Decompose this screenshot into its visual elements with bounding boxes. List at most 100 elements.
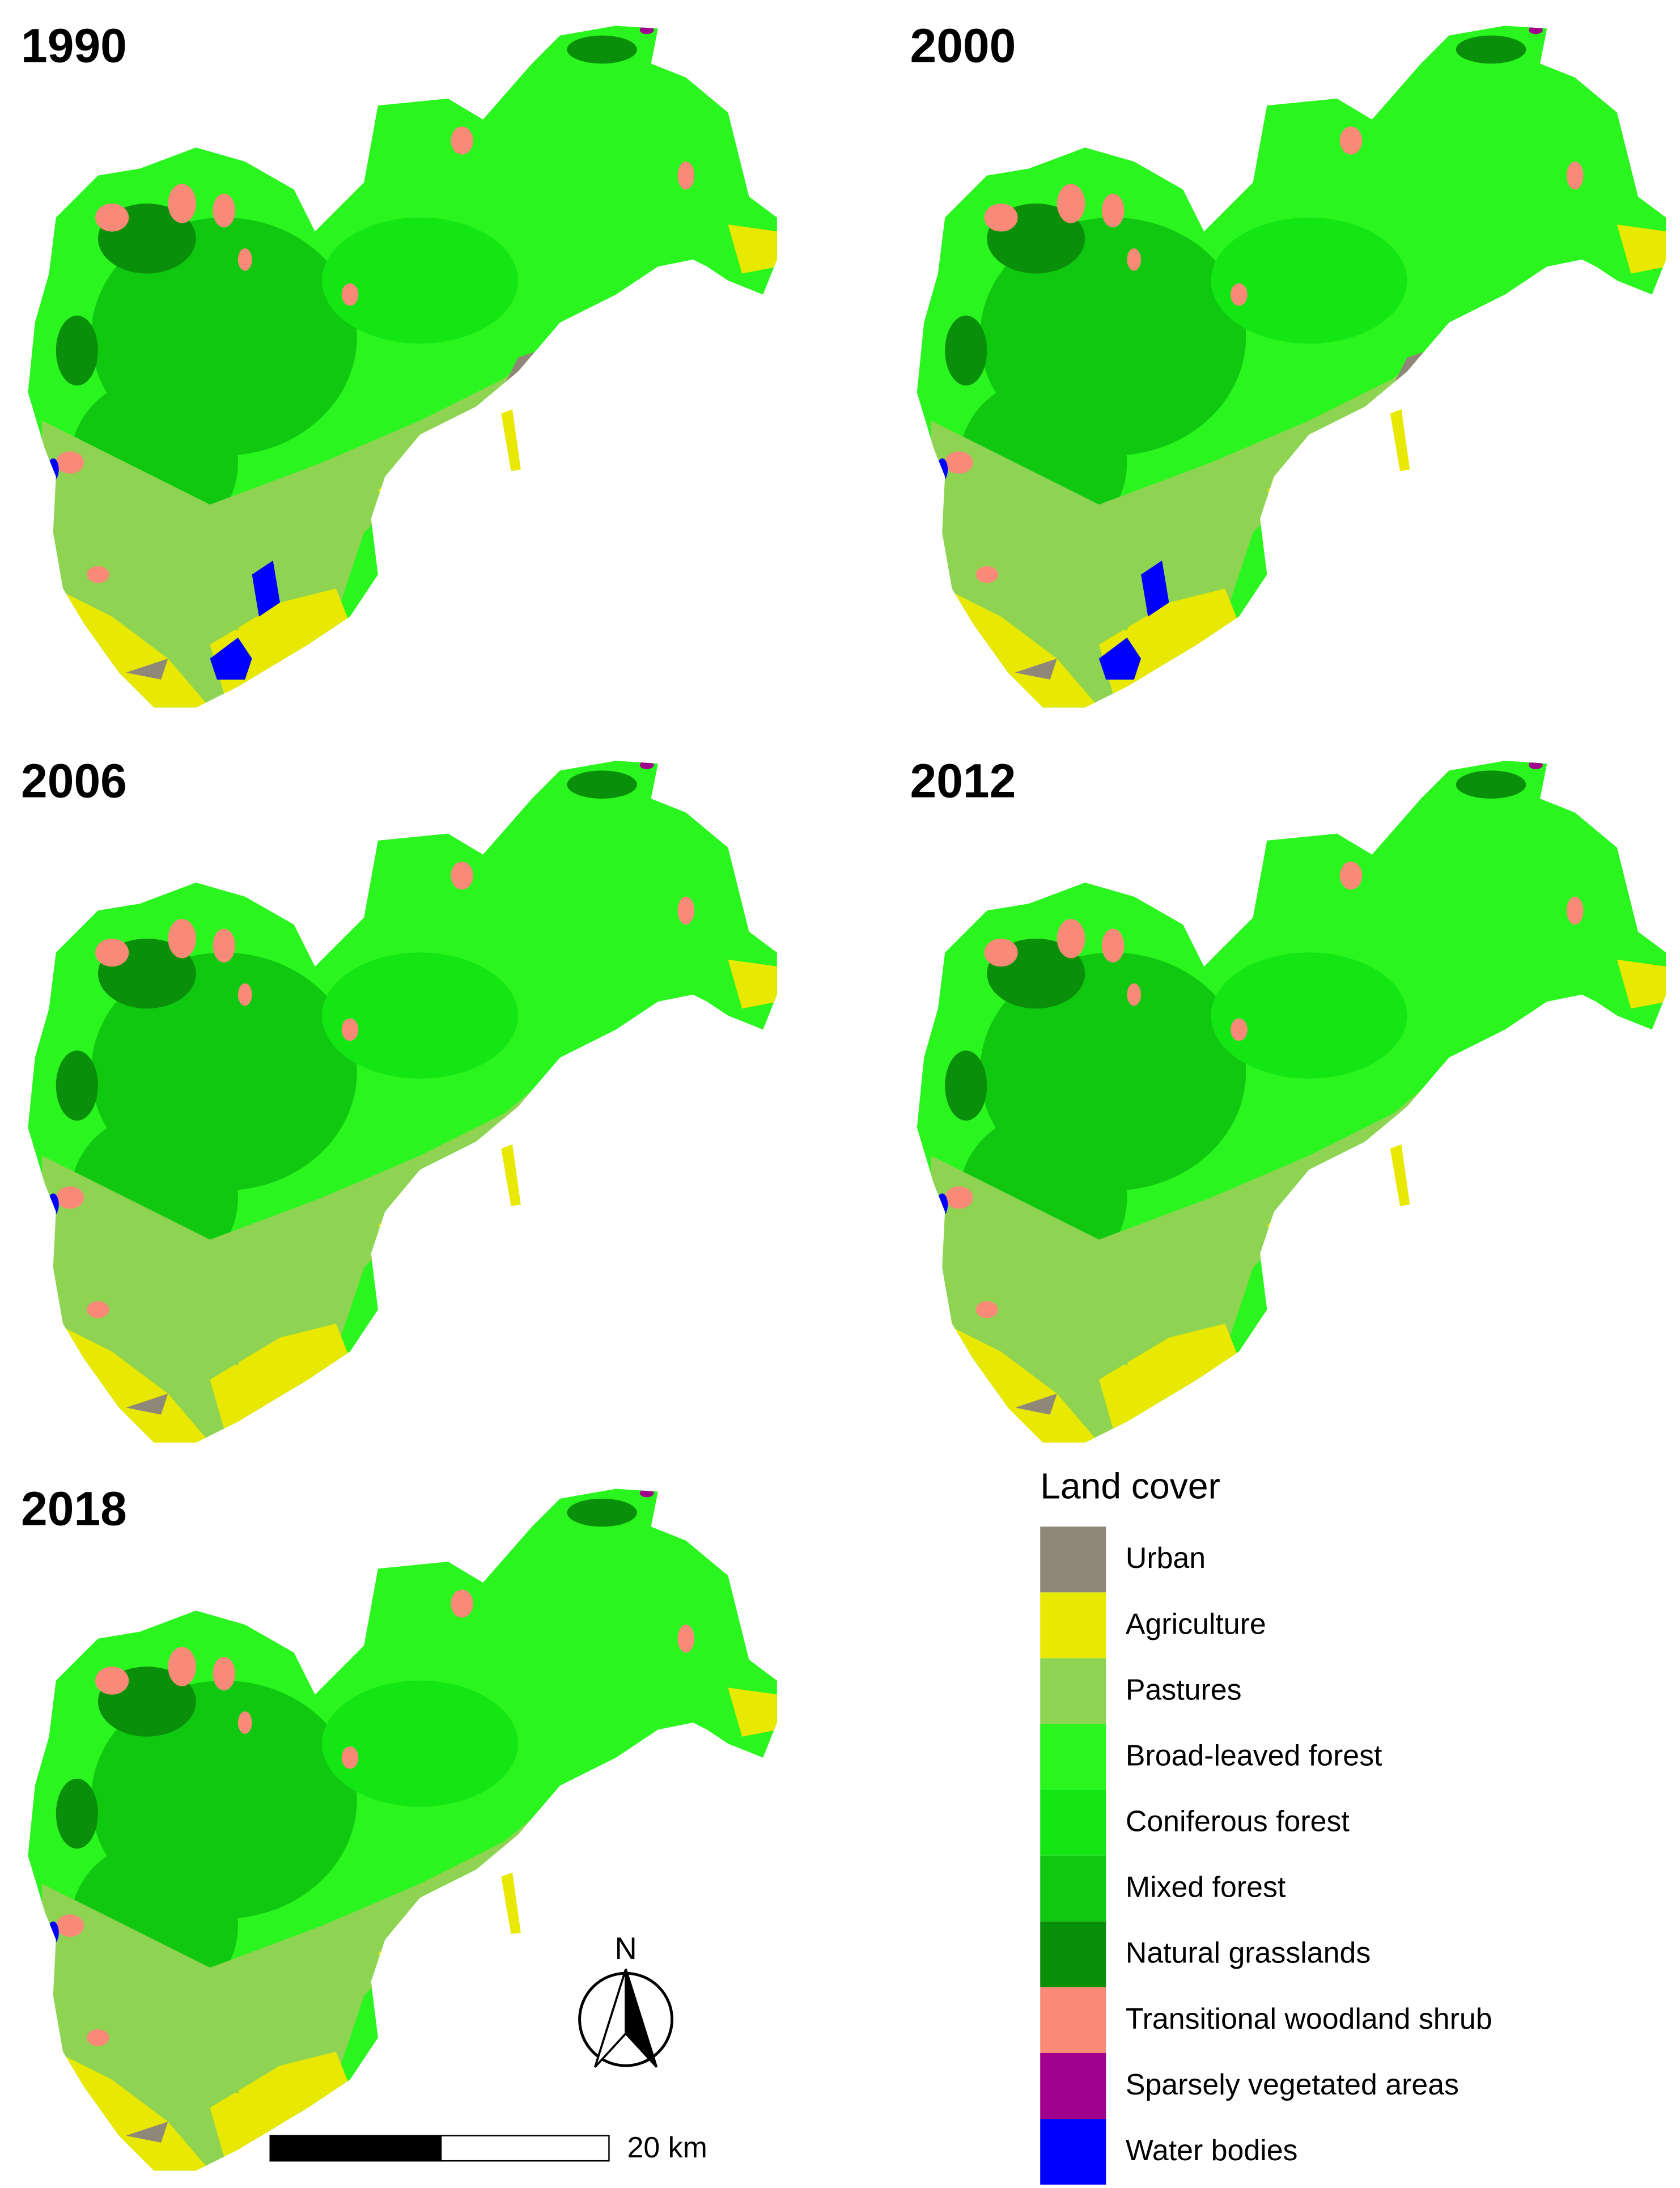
land-patch [47, 1193, 59, 1216]
land-patch [56, 1914, 84, 1937]
map-panel: 2012 [910, 754, 1666, 1443]
land-patch [1617, 959, 1666, 1009]
land-patch [567, 770, 637, 799]
land-patch [1015, 658, 1057, 680]
land-patch [945, 1050, 987, 1121]
legend-swatch [1040, 2053, 1106, 2119]
land-patch [210, 637, 252, 680]
land-patch [341, 1746, 359, 1769]
agri-strip [1390, 409, 1410, 471]
land-patch [639, 26, 654, 35]
land-patch [1127, 983, 1142, 1006]
land-patch [1211, 217, 1407, 344]
land-patch [213, 928, 235, 962]
land-patch [95, 1667, 129, 1695]
land-patch [567, 1498, 637, 1527]
map-panel: 2018 [21, 1482, 777, 2171]
land-patch [975, 566, 999, 583]
north-arrow: N [578, 1931, 674, 2068]
land-patch [210, 1324, 350, 1429]
land-patch [341, 1018, 359, 1041]
land-patch [728, 959, 777, 1009]
land-patch [945, 451, 973, 474]
land-patch [322, 217, 518, 344]
land-patch [168, 1647, 196, 1686]
land-patch [1339, 126, 1363, 155]
land-patch [984, 938, 1018, 967]
land-patch [1456, 35, 1526, 64]
land-patch [56, 1186, 84, 1209]
legend-swatch [1040, 1724, 1106, 1790]
agri-strip [1390, 1144, 1410, 1206]
scale-bar: 20 km [269, 2131, 707, 2164]
legend-title: Land cover [1040, 1466, 1220, 1507]
legend-label: Mixed forest [1126, 1871, 1286, 1903]
land-patch [237, 248, 252, 271]
land-patch [1127, 248, 1142, 271]
land-patch [341, 283, 359, 306]
agri-strip [501, 1144, 521, 1206]
land-patch [975, 1301, 999, 1318]
land-patch [1057, 919, 1085, 959]
legend-label: Natural grasslands [1126, 1936, 1371, 1969]
land-patch [87, 2029, 109, 2046]
panel-title: 2018 [21, 1482, 127, 1536]
panel-title: 2006 [21, 754, 127, 807]
map-panel: 2006 [21, 754, 777, 1443]
panel-title: 2012 [910, 754, 1016, 807]
land-patch [56, 2051, 210, 2171]
arrow-right [625, 1969, 658, 2068]
land-patch [728, 1687, 777, 1737]
land-patch [237, 983, 252, 1006]
land-patch [1456, 770, 1526, 799]
land-patch [213, 193, 235, 228]
land-patch [87, 1301, 109, 1318]
land-patch [168, 919, 196, 959]
land-patch [945, 1186, 973, 1209]
land-patch [252, 560, 280, 617]
land-patch [126, 658, 168, 680]
legend-label: Water bodies [1126, 2134, 1298, 2166]
land-patch [1098, 1324, 1239, 1429]
legend-swatch [1040, 1526, 1106, 1593]
land-patch [56, 315, 98, 386]
land-patch [677, 1625, 695, 1653]
legend-label: Sparsely vegetated areas [1126, 2068, 1459, 2101]
land-patch [56, 588, 210, 708]
scale-segment [269, 2135, 442, 2162]
land-patch [1098, 637, 1142, 680]
land-patch [936, 1193, 948, 1216]
land-patch [677, 896, 695, 925]
land-patch [210, 2051, 350, 2157]
land-patch [1015, 1393, 1057, 1415]
legend-swatch [1040, 1592, 1106, 1659]
land-patch [1566, 896, 1584, 925]
land-patch [567, 35, 637, 64]
land-patch [451, 1589, 473, 1618]
land-patch [56, 451, 84, 474]
land-patch [1617, 224, 1666, 274]
land-patch [1141, 560, 1169, 617]
land-patch [1057, 184, 1085, 223]
land-patch [936, 458, 948, 481]
land-patch [1529, 761, 1543, 769]
land-patch [451, 126, 473, 155]
land-patch [728, 224, 777, 274]
land-patch [1339, 861, 1363, 890]
land-patch [1101, 928, 1125, 962]
land-patch [984, 203, 1018, 232]
legend-swatch [1040, 1987, 1106, 2053]
north-label: N [614, 1931, 637, 1966]
legend-swatch [1040, 2119, 1106, 2185]
land-patch [1231, 1018, 1248, 1041]
land-patch [1566, 161, 1584, 190]
land-patch [70, 1967, 252, 2094]
agri-strip [501, 409, 521, 471]
land-patch [126, 2121, 168, 2143]
land-patch [56, 1324, 210, 1443]
panel-title: 1990 [21, 19, 127, 73]
panel-title: 2000 [910, 19, 1016, 73]
land-patch [70, 1239, 252, 1366]
land-patch [1231, 283, 1248, 306]
arrow-left [593, 1969, 627, 2068]
